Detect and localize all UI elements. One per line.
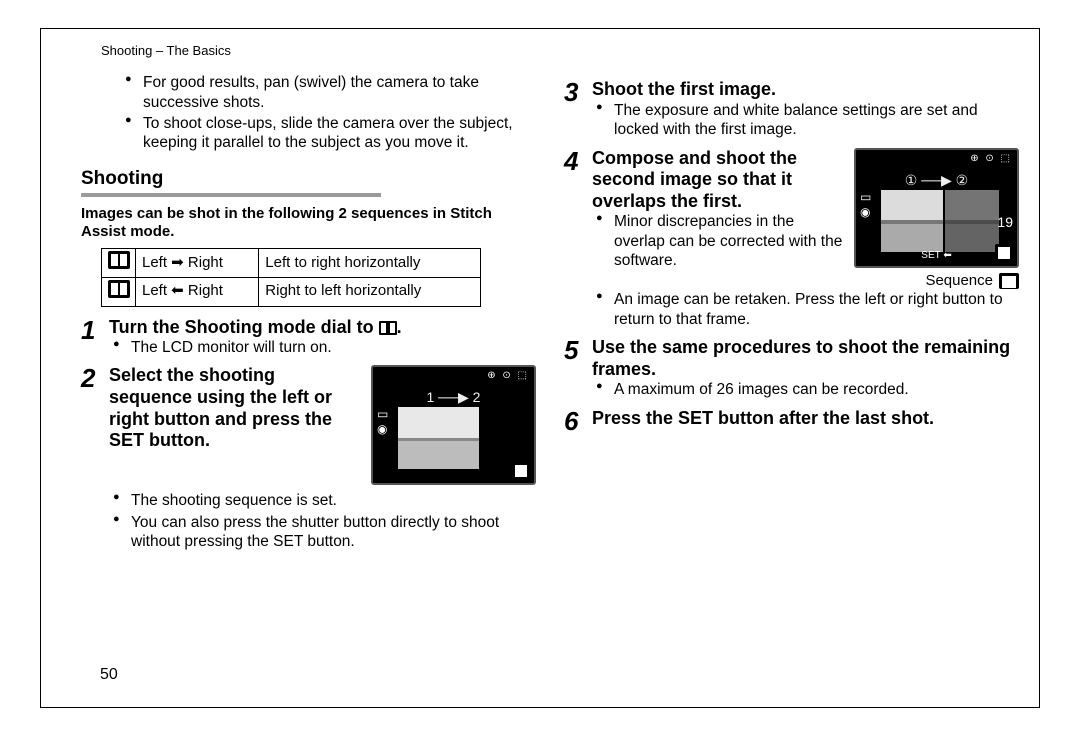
stitch-mode-icon: [379, 321, 397, 335]
step-bullets: The shooting sequence is set. You can al…: [109, 491, 536, 551]
tip-item: For good results, pan (swivel) the camer…: [143, 73, 536, 112]
step-number: 2: [81, 365, 103, 391]
left-column: For good results, pan (swivel) the camer…: [81, 73, 536, 673]
step-body: Select the shooting sequence using the l…: [109, 365, 536, 553]
step-heading: Select the shooting sequence using the l…: [109, 365, 361, 451]
lcd-screenshot: ⊕ ⊙ ⬚ 1 ──▶ 2 ▭◉: [371, 365, 536, 485]
bullet-item: You can also press the shutter button di…: [131, 513, 536, 552]
step-heading: Use the same procedures to shoot the rem…: [592, 337, 1019, 380]
running-header: Shooting – The Basics: [101, 43, 1019, 59]
desc-cell: Left to right horizontally: [259, 249, 481, 278]
step-body: Shoot the first image. The exposure and …: [592, 79, 1019, 141]
stitch-icon: [999, 273, 1019, 289]
step-number: 5: [564, 337, 586, 363]
page-number: 50: [100, 665, 118, 685]
step-1: 1 Turn the Shooting mode dial to . The L…: [81, 317, 536, 360]
lcd-next-ghost: [945, 190, 999, 252]
stitch-rl-icon: [108, 280, 130, 298]
lcd-mode-icon: [995, 244, 1013, 263]
sequence-caption: Sequence: [854, 272, 1019, 291]
step-body: Press the SET button after the last shot…: [592, 408, 1019, 430]
intro-text: Images can be shot in the following 2 se…: [81, 205, 536, 243]
step-bullets: The exposure and white balance settings …: [592, 101, 1019, 140]
step-bullets: An image can be retaken. Press the left …: [592, 290, 1019, 329]
step-bullets: Minor discrepancies in the overlap can b…: [592, 212, 844, 270]
columns: For good results, pan (swivel) the camer…: [81, 73, 1019, 673]
table-row: Left ➡ Right Left to right horizontally: [102, 249, 481, 278]
lcd-status-icons: ⊕ ⊙ ⬚: [487, 370, 529, 383]
lcd-side-icons: ▭◉: [377, 407, 388, 437]
step-bullets: The LCD monitor will turn on.: [109, 338, 536, 357]
step-heading: Press the SET button after the last shot…: [592, 408, 1019, 430]
step-number: 1: [81, 317, 103, 343]
tip-item: To shoot close-ups, slide the camera ove…: [143, 114, 536, 153]
bullet-item: The exposure and white balance settings …: [614, 101, 1019, 140]
bullet-item: Minor discrepancies in the overlap can b…: [614, 212, 844, 270]
step-4: 4 Compose and shoot the second image so …: [564, 148, 1019, 332]
bullet-item: A maximum of 26 images can be recorded.: [614, 380, 1019, 399]
step-heading: Turn the Shooting mode dial to .: [109, 317, 536, 339]
section-rule: [81, 193, 381, 197]
stitch-lr-icon: [108, 251, 130, 269]
lcd-set-indicator: SET ⬅: [921, 250, 951, 263]
right-column: 3 Shoot the first image. The exposure an…: [564, 73, 1019, 673]
lcd-prev-image: [881, 190, 943, 252]
lcd-sequence-arrow: ① ──▶ ②: [856, 172, 1017, 190]
page-frame: Shooting – The Basics For good results, …: [40, 28, 1040, 708]
step-body: Turn the Shooting mode dial to . The LCD…: [109, 317, 536, 360]
direction-cell: Left ⬅ Right: [136, 277, 259, 306]
stitch-icon-cell: [102, 249, 136, 278]
lcd-mode-icon: [512, 462, 530, 481]
lcd-sequence-arrow: 1 ──▶ 2: [373, 389, 534, 407]
step-2: 2 Select the shooting sequence using the…: [81, 365, 536, 553]
stitch-icon-cell: [102, 277, 136, 306]
lcd-preview-image: [398, 407, 479, 469]
step-bullets: A maximum of 26 images can be recorded.: [592, 380, 1019, 399]
step-6: 6 Press the SET button after the last sh…: [564, 408, 1019, 434]
tips-list: For good results, pan (swivel) the camer…: [121, 73, 536, 153]
section-title: Shooting: [81, 167, 536, 191]
step-number: 3: [564, 79, 586, 105]
lcd-frame-count: 19: [997, 214, 1013, 232]
table-row: Left ⬅ Right Right to left horizontally: [102, 277, 481, 306]
sequence-table: Left ➡ Right Left to right horizontally …: [101, 248, 481, 307]
direction-cell: Left ➡ Right: [136, 249, 259, 278]
bullet-item: The LCD monitor will turn on.: [131, 338, 536, 357]
bullet-item: The shooting sequence is set.: [131, 491, 536, 510]
step-number: 6: [564, 408, 586, 434]
step-5: 5 Use the same procedures to shoot the r…: [564, 337, 1019, 402]
step-heading: Shoot the first image.: [592, 79, 1019, 101]
step-number: 4: [564, 148, 586, 174]
lcd-side-icons: ▭◉: [860, 190, 871, 220]
desc-cell: Right to left horizontally: [259, 277, 481, 306]
step-body: Compose and shoot the second image so th…: [592, 148, 1019, 332]
lcd-screenshot: ⊕ ⊙ ⬚ ① ──▶ ② ▭◉ 19 SET ⬅: [854, 148, 1019, 268]
lcd-status-icons: ⊕ ⊙ ⬚: [970, 153, 1012, 166]
step-body: Use the same procedures to shoot the rem…: [592, 337, 1019, 402]
step-heading: Compose and shoot the second image so th…: [592, 148, 844, 213]
step-3: 3 Shoot the first image. The exposure an…: [564, 79, 1019, 141]
bullet-item: An image can be retaken. Press the left …: [614, 290, 1019, 329]
